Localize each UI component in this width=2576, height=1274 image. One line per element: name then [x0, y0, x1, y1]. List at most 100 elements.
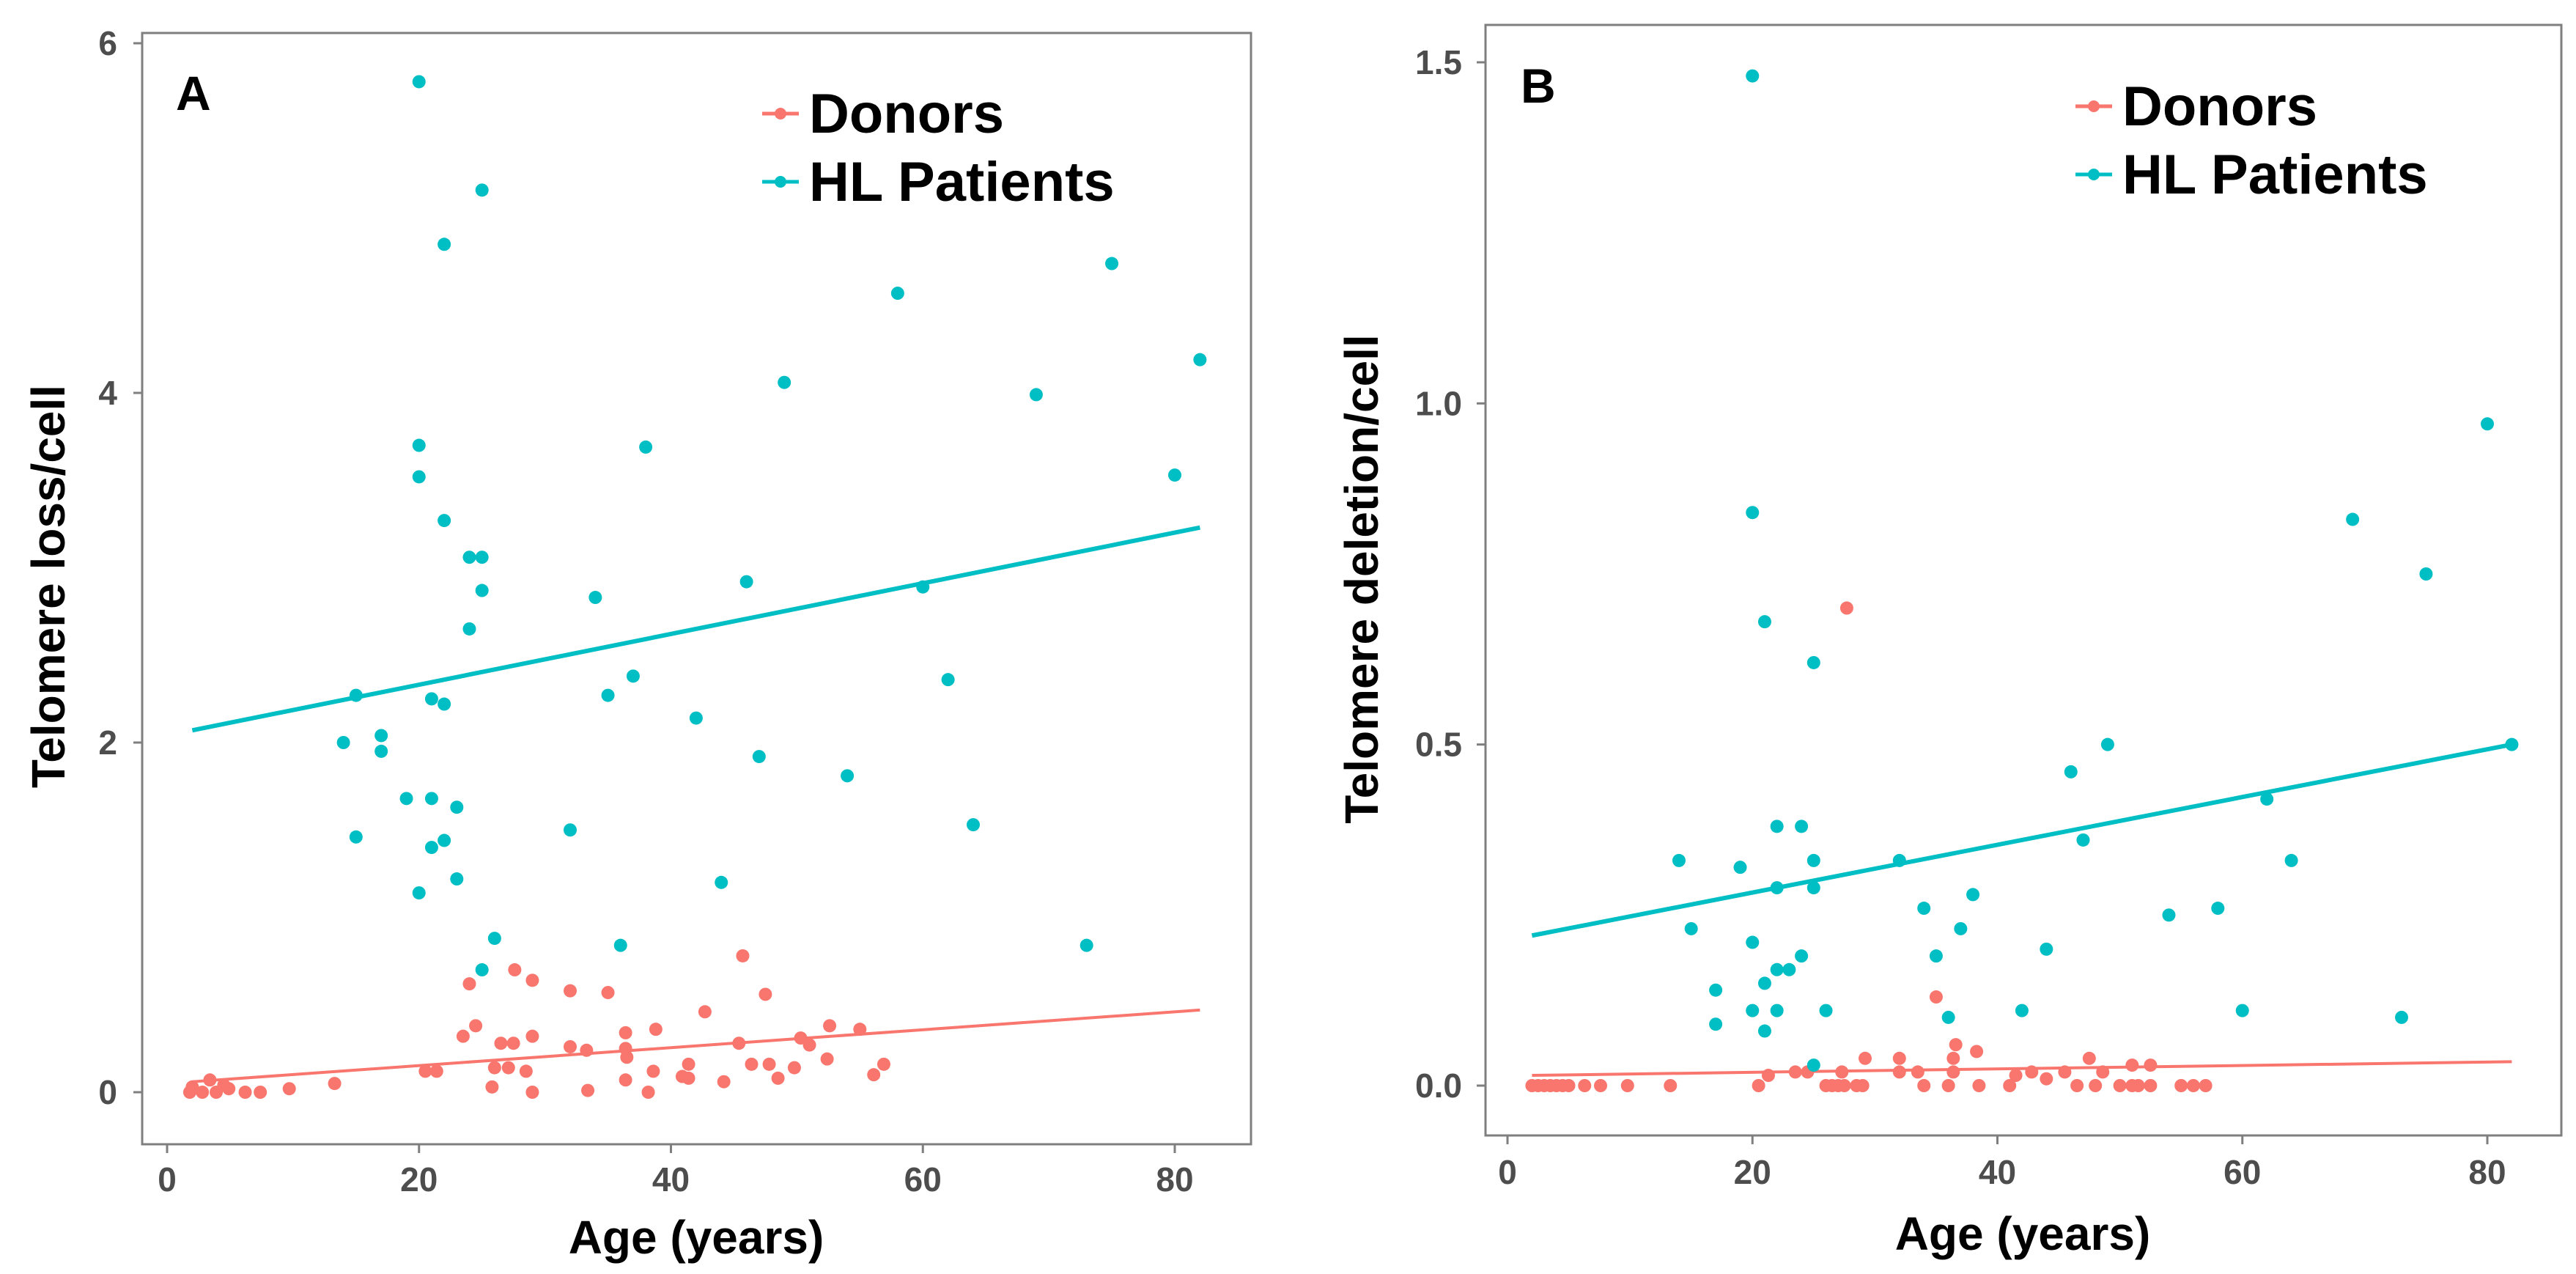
- data-point: [2070, 1079, 2084, 1092]
- data-point: [438, 514, 451, 528]
- data-point: [739, 575, 753, 589]
- data-point: [1929, 949, 1943, 963]
- data-point: [581, 1083, 595, 1097]
- x-tick-label: 0: [158, 1160, 177, 1198]
- data-point: [646, 1064, 660, 1078]
- data-point: [1770, 1004, 1784, 1017]
- legend-key-dot: [775, 176, 786, 188]
- data-point: [752, 750, 766, 764]
- data-point: [1746, 69, 1760, 83]
- x-tick-label: 20: [1734, 1153, 1771, 1191]
- data-point: [438, 238, 451, 251]
- data-point: [418, 1064, 432, 1078]
- data-point: [1972, 1079, 1986, 1092]
- data-point: [1911, 1065, 1924, 1079]
- data-point: [519, 1064, 533, 1078]
- data-point: [487, 932, 501, 946]
- data-point: [1917, 902, 1931, 916]
- legend-key-dot: [775, 108, 786, 119]
- data-point: [1733, 861, 1747, 875]
- data-point: [1770, 820, 1784, 833]
- data-point: [238, 1086, 252, 1099]
- data-point: [682, 1057, 695, 1071]
- data-point: [1709, 1017, 1723, 1031]
- panel-label: B: [1521, 59, 1556, 113]
- data-point: [762, 1057, 776, 1071]
- data-point: [475, 551, 489, 564]
- data-point: [1966, 888, 1980, 902]
- x-tick-label: 20: [400, 1160, 438, 1198]
- x-tick-label: 60: [904, 1160, 942, 1198]
- data-point: [1806, 881, 1820, 895]
- data-point: [2040, 942, 2053, 956]
- data-point: [802, 1038, 816, 1052]
- data-point: [967, 818, 980, 832]
- data-point: [1709, 983, 1723, 997]
- data-point: [736, 949, 750, 962]
- y-tick-label: 2: [98, 723, 117, 762]
- data-point: [1946, 1065, 1960, 1079]
- data-point: [682, 1071, 695, 1085]
- data-point: [424, 692, 438, 706]
- x-tick-label: 0: [1498, 1153, 1517, 1191]
- data-point: [876, 1057, 890, 1071]
- data-point: [641, 1086, 655, 1099]
- data-point: [2235, 1004, 2249, 1017]
- data-point: [2064, 765, 2078, 778]
- y-axis-title: Telomere deletion/cell: [1335, 334, 1388, 823]
- data-point: [1770, 962, 1784, 976]
- data-point: [1562, 1079, 1576, 1092]
- data-point: [890, 287, 904, 301]
- data-point: [1684, 921, 1698, 935]
- data-point: [462, 551, 476, 564]
- data-point: [412, 886, 426, 900]
- legend-label: HL Patients: [809, 151, 1115, 213]
- legend-key-dot: [2088, 169, 2100, 180]
- data-point: [1672, 853, 1686, 867]
- data-point: [613, 938, 627, 952]
- data-point: [619, 1026, 632, 1039]
- data-point: [2089, 1079, 2103, 1092]
- data-point: [639, 440, 653, 454]
- plot-frame: [141, 32, 1252, 1146]
- legend-label: Donors: [2122, 76, 2317, 138]
- data-point: [494, 1036, 508, 1050]
- data-point: [1795, 949, 1809, 963]
- data-point: [778, 375, 791, 389]
- data-point: [2211, 902, 2225, 916]
- data-point: [469, 1019, 483, 1033]
- data-point: [1193, 353, 1207, 367]
- data-point: [1806, 853, 1820, 867]
- data-point: [1819, 1004, 1833, 1017]
- x-tick-label: 60: [2223, 1153, 2261, 1191]
- data-point: [2003, 1079, 2017, 1092]
- data-point: [475, 583, 489, 597]
- data-point: [715, 875, 728, 889]
- data-point: [2260, 792, 2274, 806]
- data-point: [2174, 1079, 2188, 1092]
- data-point: [429, 1064, 443, 1078]
- data-point: [1746, 506, 1760, 520]
- data-point: [759, 987, 772, 1001]
- data-point: [564, 1039, 577, 1053]
- data-point: [717, 1075, 731, 1089]
- data-point: [196, 1086, 210, 1099]
- data-point: [867, 1068, 881, 1082]
- plot-frame: [1484, 23, 2563, 1137]
- data-point: [1917, 1079, 1931, 1092]
- data-point: [841, 769, 855, 783]
- data-point: [328, 1077, 342, 1091]
- y-tick-label: 4: [98, 374, 117, 412]
- data-point: [1946, 1051, 1960, 1065]
- y-tick-label: 0.5: [1415, 726, 1462, 764]
- data-point: [2144, 1058, 2158, 1072]
- y-tick-label: 0: [98, 1073, 117, 1111]
- data-point: [1859, 1051, 1872, 1065]
- data-point: [1746, 1004, 1760, 1017]
- panel-b: 0.0 0.5 1.0 1.5 0 20 40 60 80 Age (years) Telomere…: [1335, 23, 2563, 1260]
- data-point: [412, 75, 426, 89]
- data-point: [475, 963, 489, 977]
- data-point: [1168, 468, 1181, 482]
